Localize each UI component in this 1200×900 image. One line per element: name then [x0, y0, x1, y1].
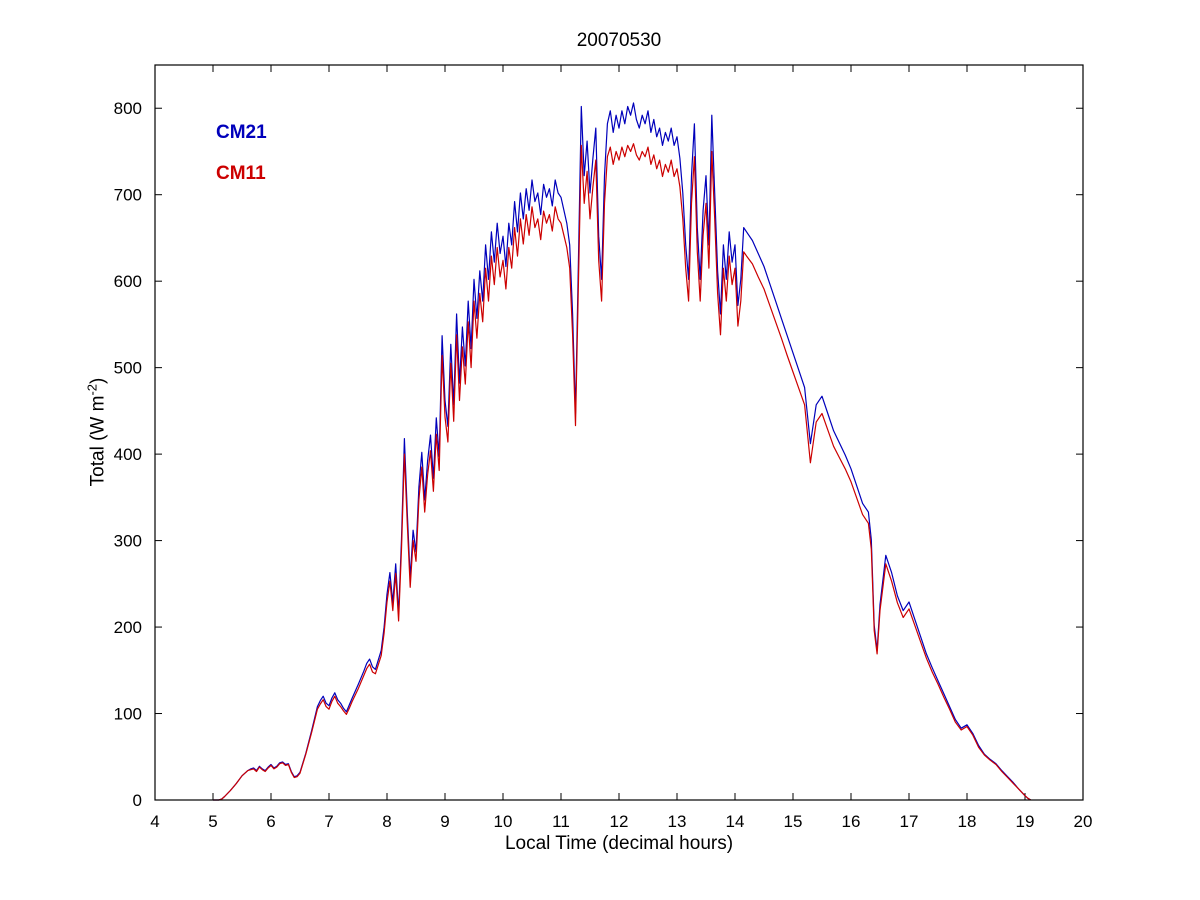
y-tick-label: 300: [114, 532, 142, 551]
y-tick-label: 400: [114, 445, 142, 464]
x-axis-label: Local Time (decimal hours): [504, 833, 734, 854]
x-tick-label: 9: [440, 812, 449, 831]
series-line-cm11: [213, 143, 1032, 801]
x-tick-label: 18: [958, 812, 977, 831]
y-tick-label: 800: [114, 99, 142, 118]
x-tick-label: 5: [208, 812, 217, 831]
y-tick-label: 500: [114, 359, 142, 378]
x-tick-label: 10: [494, 812, 513, 831]
x-tick-label: 16: [842, 812, 861, 831]
x-tick-label: 6: [266, 812, 275, 831]
x-tick-label: 13: [668, 812, 687, 831]
x-tick-label: 4: [150, 812, 159, 831]
y-tick-label: 700: [114, 186, 142, 205]
chart-title: 20070530: [576, 30, 662, 51]
x-tick-label: 15: [784, 812, 803, 831]
x-tick-label: 20: [1074, 812, 1093, 831]
x-tick-label: 7: [324, 812, 333, 831]
x-tick-label: 12: [610, 812, 629, 831]
x-tick-label: 14: [726, 812, 745, 831]
y-tick-label: 0: [133, 791, 142, 810]
y-tick-label: 600: [114, 272, 142, 291]
x-tick-label: 19: [1016, 812, 1035, 831]
y-tick-label: 200: [114, 618, 142, 637]
series-line-cm21: [213, 102, 1032, 801]
y-tick-label: 100: [114, 705, 142, 724]
legend-entry-cm11: CM11: [216, 163, 266, 184]
x-tick-label: 8: [382, 812, 391, 831]
plot-box: [154, 64, 1084, 801]
x-tick-label: 11: [552, 812, 570, 831]
legend-entry-cm21: CM21: [216, 122, 267, 143]
x-tick-label: 17: [900, 812, 919, 831]
